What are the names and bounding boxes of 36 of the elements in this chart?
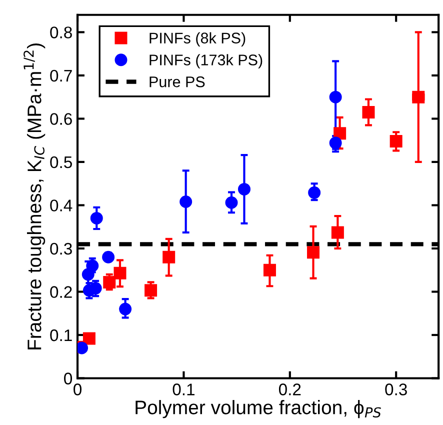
point: [307, 246, 320, 259]
x-tick-label: 0: [74, 384, 82, 396]
point: [103, 276, 116, 288]
legend-label: PINFs (173k PS): [150, 54, 262, 68]
point: [362, 106, 375, 118]
y-tick-label: 0.5: [50, 156, 72, 168]
point: [162, 250, 176, 264]
y-tick-label: 0.1: [50, 329, 72, 342]
point: [114, 266, 126, 280]
point: [180, 196, 192, 208]
y-tick-label: 0.8: [50, 26, 72, 38]
point: [144, 284, 158, 297]
point: [119, 302, 132, 316]
y-tick-label: 0.3: [50, 242, 72, 255]
point: [308, 186, 321, 199]
point: [238, 182, 250, 196]
legend-label: Pure PS: [150, 76, 205, 88]
point: [329, 90, 342, 104]
point: [82, 332, 96, 345]
point: [90, 212, 103, 224]
y-axis-title: Fracture toughness, K$_{IC}$ (MPa·m$^{1/2}$): [24, 43, 46, 350]
y-tick-label: 0.2: [50, 286, 72, 298]
y-tick-label: 0.6: [50, 113, 72, 125]
legend-label: PINFs (8k PS): [150, 32, 246, 46]
x-axis-title: Polymer volume fraction, ϕ$_{PS}$: [136, 400, 381, 418]
x-tick-label: 0.2: [278, 384, 301, 396]
y-tick-label: 0.7: [50, 70, 72, 82]
point: [390, 134, 402, 148]
point: [331, 226, 344, 239]
point: [263, 264, 276, 276]
x-tick-label: 0.3: [385, 384, 407, 396]
point: [225, 196, 238, 209]
x-tick-label: 0.1: [172, 384, 194, 396]
y-tick-label: 0.4: [50, 200, 72, 212]
y-tick-label: 0: [64, 372, 72, 384]
point: [102, 250, 115, 264]
